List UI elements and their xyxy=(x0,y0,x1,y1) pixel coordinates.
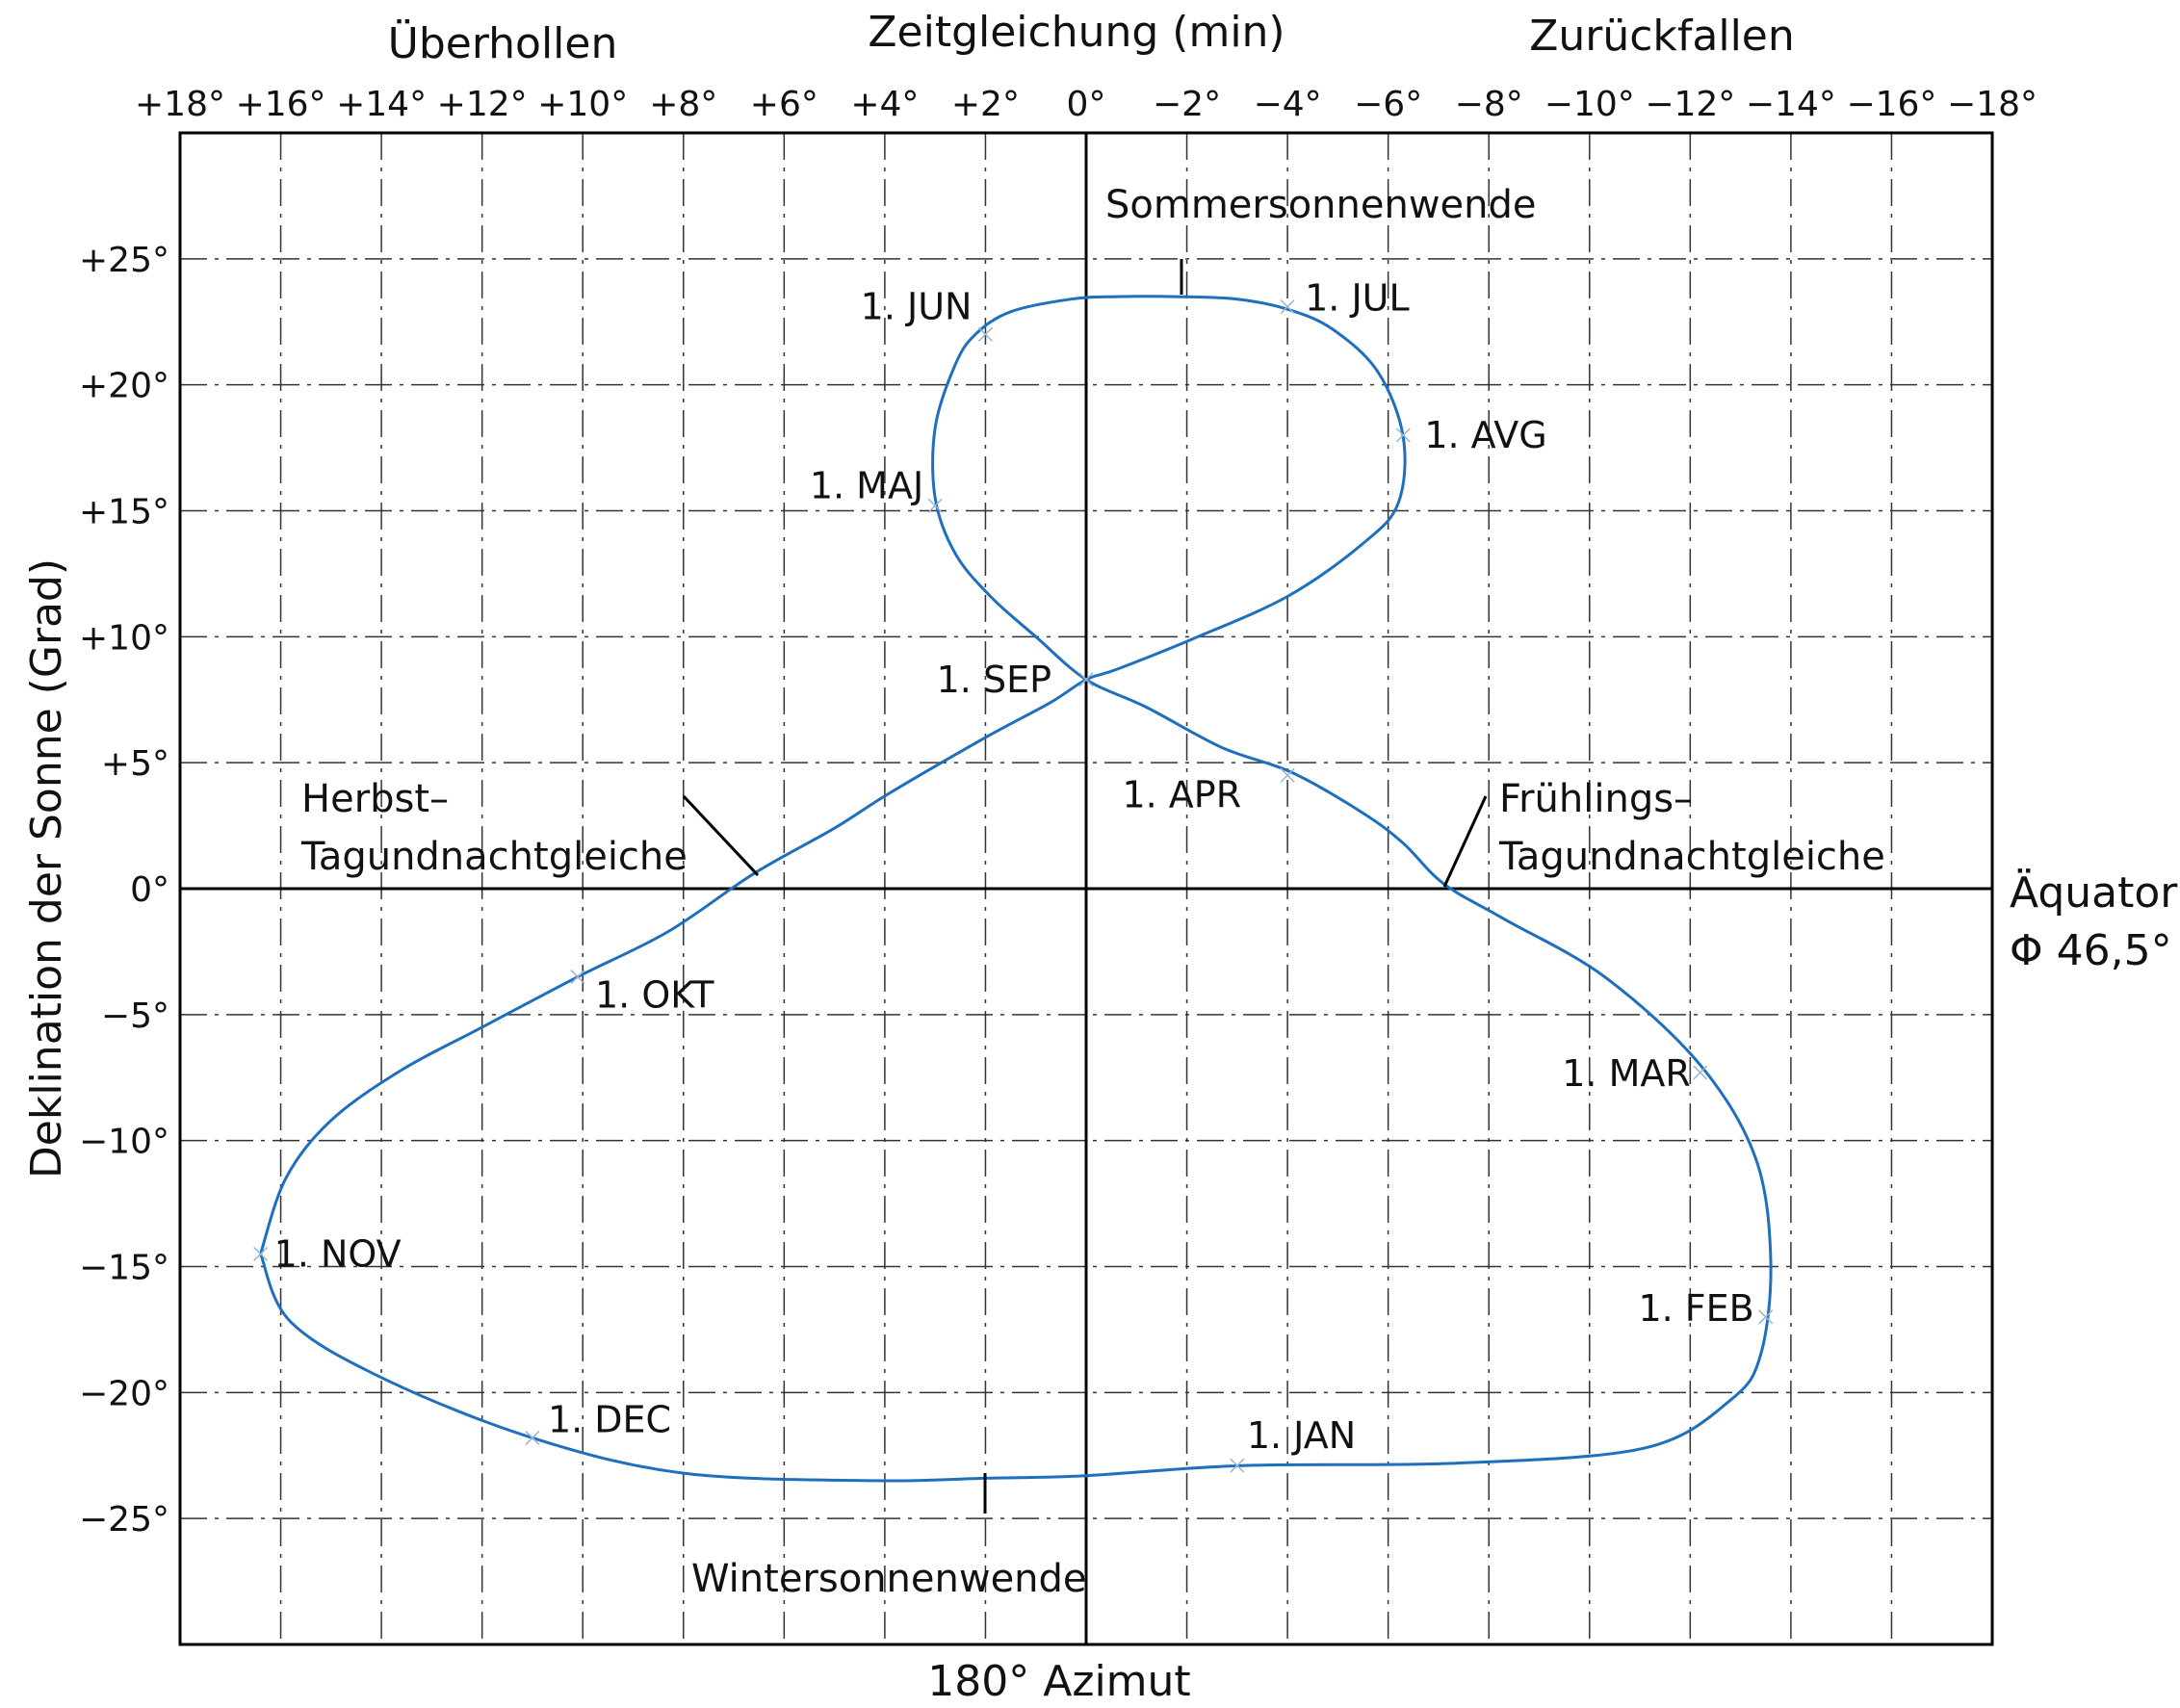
month-label: 1. APR xyxy=(1122,773,1241,815)
month-marker xyxy=(1230,1458,1245,1473)
x-tick-label: −8° xyxy=(1455,85,1523,124)
spring-equinox-label-1: Frühlings– xyxy=(1499,777,1693,821)
month-marker xyxy=(570,970,585,985)
winter-solstice-label: Wintersonnenwende xyxy=(691,1557,1087,1601)
x-tick-label: +14° xyxy=(336,85,427,124)
spring-equinox-label-2: Tagundnachtgleiche xyxy=(1498,835,1885,879)
month-label: 1. JAN xyxy=(1247,1414,1356,1457)
y-tick-label: −20° xyxy=(79,1374,169,1413)
header-left: Überhollen xyxy=(388,18,618,68)
latitude-label: Φ 46,5° xyxy=(2010,926,2172,975)
autumn-equinox-leader xyxy=(682,794,760,877)
month-label: 1. MAJ xyxy=(810,464,923,506)
month-label: 1. JUL xyxy=(1305,277,1410,320)
x-tick-label: −14° xyxy=(1746,85,1836,124)
spring-equinox-leader xyxy=(1442,795,1488,888)
y-tick-label: −25° xyxy=(79,1500,169,1540)
month-marker xyxy=(525,1430,540,1445)
x-tick-label: +8° xyxy=(649,85,717,124)
month-label: 1. SEP xyxy=(937,659,1051,701)
x-tick-label: −4° xyxy=(1254,85,1322,124)
month-label: 1. DEC xyxy=(548,1398,671,1440)
x-tick-label: +6° xyxy=(750,85,818,124)
month-marker xyxy=(1693,1065,1708,1080)
bottom-azimut-label: 180° Azimut xyxy=(927,1657,1190,1706)
x-tick-label: +10° xyxy=(537,85,628,124)
month-marker xyxy=(1280,767,1295,783)
x-tick-label: −2° xyxy=(1153,85,1221,124)
x-tick-label: +16° xyxy=(236,85,326,124)
x-tick-label: −18° xyxy=(1947,85,2037,124)
y-axis-title: Deklination der Sonne (Grad) xyxy=(22,558,71,1178)
month-marker xyxy=(1280,299,1295,315)
x-tick-label: +12° xyxy=(437,85,528,124)
month-marker xyxy=(1395,427,1411,443)
x-tick-label: −12° xyxy=(1645,85,1735,124)
y-tick-label: +25° xyxy=(79,241,169,280)
month-label: 1. NOV xyxy=(274,1232,402,1275)
equator-label: Äquator, xyxy=(2010,867,2180,918)
month-markers: 1. JAN 1. FEB 1. MAR 1. APR 1. MAJ 1. JUN 1. J… xyxy=(253,277,1774,1473)
x-tick-label: −16° xyxy=(1846,85,1936,124)
month-label: 1. MAR xyxy=(1562,1052,1691,1095)
month-label: 1. JUN xyxy=(861,285,973,327)
analemma-curve-group xyxy=(259,295,1773,1483)
y-tick-label: 0° xyxy=(130,870,169,910)
x-tick-labels: +18° +16° +14° +12° +10° +8° +6° +4° +2° 0° −2° −4°… xyxy=(135,85,2037,124)
y-tick-label: +5° xyxy=(101,744,169,784)
x-tick-label: −6° xyxy=(1354,85,1422,124)
y-tick-label: +10° xyxy=(79,618,169,658)
y-tick-label: +15° xyxy=(79,493,169,532)
month-label: 1. AVG xyxy=(1424,414,1546,456)
x-tick-label: −10° xyxy=(1544,85,1635,124)
header-center: Zeitgleichung (min) xyxy=(868,8,1285,57)
month-marker xyxy=(1758,1309,1774,1325)
analemma-curve xyxy=(259,295,1773,1483)
month-marker xyxy=(1078,672,1094,687)
autumn-equinox-label-2: Tagundnachtgleiche xyxy=(300,835,688,879)
y-tick-label: −15° xyxy=(79,1249,169,1288)
y-tick-label: −5° xyxy=(101,996,169,1036)
month-marker xyxy=(977,326,993,342)
month-marker xyxy=(927,498,943,513)
month-label: 1. FEB xyxy=(1638,1287,1753,1330)
x-tick-label: +2° xyxy=(951,85,1020,124)
center-axes xyxy=(180,133,1992,1644)
header-right: Zurückfallen xyxy=(1529,12,1795,61)
summer-solstice-label: Sommersonnenwende xyxy=(1105,183,1537,227)
autumn-equinox-label-1: Herbst– xyxy=(301,777,449,821)
x-tick-label: +4° xyxy=(850,85,919,124)
x-tick-label: +18° xyxy=(135,85,225,124)
y-tick-label: +20° xyxy=(79,367,169,406)
month-marker xyxy=(253,1246,269,1261)
y-tick-labels: +25° +20° +15° +10° +5° 0° −5° −10° −15° −20° −25° xyxy=(79,241,169,1540)
month-label: 1. OKT xyxy=(595,974,714,1017)
y-tick-label: −10° xyxy=(79,1123,169,1162)
x-tick-label: 0° xyxy=(1067,85,1106,124)
